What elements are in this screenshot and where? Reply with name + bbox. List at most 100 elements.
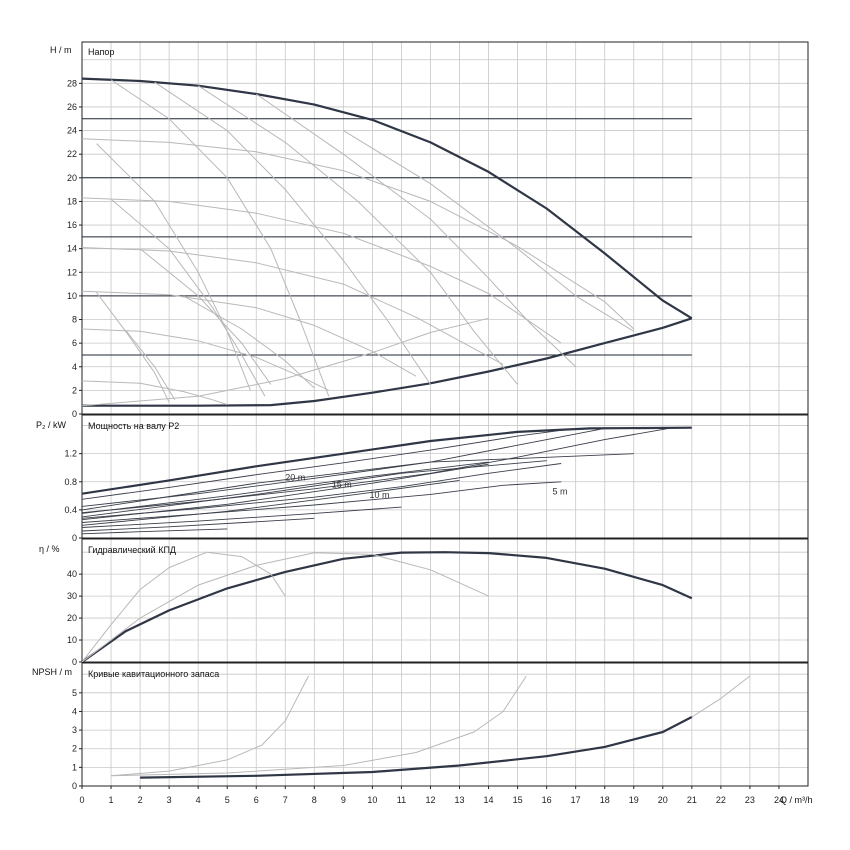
y-tick-label: 0 bbox=[72, 409, 77, 419]
series-group bbox=[82, 426, 692, 535]
x-tick-label: 3 bbox=[167, 795, 172, 805]
series-line-partial bbox=[110, 675, 309, 777]
x-tick-label: 16 bbox=[542, 795, 552, 805]
series-line-steep bbox=[154, 81, 431, 385]
x-tick-label: 20 bbox=[658, 795, 668, 805]
series-line-steep bbox=[110, 198, 266, 397]
series-line-curve bbox=[82, 427, 669, 514]
y-tick-label: 10 bbox=[67, 635, 77, 645]
x-tick-label: 24 bbox=[774, 795, 784, 805]
x-tick-label: 21 bbox=[687, 795, 697, 805]
efficiency-panel: Гидравлический КПД η / % 0 10 20 30 40 bbox=[39, 538, 809, 667]
curve-label: 10 m bbox=[369, 490, 389, 500]
series-line-partial bbox=[82, 328, 330, 391]
power-panel: Мощность на валу P2 P₂ / kW 0 0.4 0.8 1.2 20… bbox=[36, 414, 809, 543]
series-line-steep bbox=[139, 248, 272, 385]
power-panel-title: Мощность на валу P2 bbox=[88, 421, 179, 431]
series-line-curve bbox=[82, 427, 576, 500]
x-tick-label: 9 bbox=[341, 795, 346, 805]
curve-label: 5 m bbox=[552, 486, 567, 496]
series-line-max bbox=[82, 77, 693, 320]
series-line-steep bbox=[125, 329, 176, 401]
x-tick-label: 0 bbox=[79, 795, 84, 805]
series-line-curve bbox=[82, 463, 562, 519]
x-tick-label: 2 bbox=[138, 795, 143, 805]
x-tick-label: 5 bbox=[225, 795, 230, 805]
head-axis-label: H / m bbox=[50, 45, 72, 55]
y-tick-label: 12 bbox=[67, 267, 77, 277]
series-group bbox=[82, 551, 693, 662]
series-line-curve bbox=[82, 453, 634, 511]
y-tick-label: 20 bbox=[67, 173, 77, 183]
x-tick-label: 15 bbox=[513, 795, 523, 805]
panel-frame bbox=[81, 41, 809, 415]
x-tick-label: 4 bbox=[196, 795, 201, 805]
npsh-panel-title: Кривые кавитационного запаса bbox=[88, 669, 219, 679]
series-line-steep bbox=[183, 295, 315, 389]
series-line-partial bbox=[82, 138, 635, 330]
y-tick-label: 0.8 bbox=[64, 477, 77, 487]
panel-frame bbox=[81, 538, 809, 663]
y-tick-label: 0 bbox=[72, 533, 77, 543]
y-tick-label: 3 bbox=[72, 725, 77, 735]
grid bbox=[81, 42, 809, 415]
series-line-system bbox=[82, 317, 489, 407]
y-tick-label: 18 bbox=[67, 196, 77, 206]
series-line-curve bbox=[82, 463, 489, 521]
series-line-partial bbox=[82, 552, 489, 662]
x-tick-label: 8 bbox=[312, 795, 317, 805]
power-axis-label: P₂ / kW bbox=[36, 420, 66, 430]
y-tick-label: 30 bbox=[67, 591, 77, 601]
series-line-curve bbox=[82, 460, 547, 518]
y-tick-label: 10 bbox=[67, 291, 77, 301]
y-tick-label: 24 bbox=[67, 126, 77, 136]
series-line-curve bbox=[82, 461, 489, 514]
series-line-partial bbox=[82, 197, 562, 344]
y-tick-label: 40 bbox=[67, 569, 77, 579]
npsh-panel: Кривые кавитационного запаса NPSH / m 0 1… bbox=[32, 662, 809, 805]
series-line-partial bbox=[691, 675, 751, 718]
series-line-max bbox=[82, 551, 693, 662]
panel-frame bbox=[81, 662, 809, 787]
series-line-partial bbox=[110, 675, 527, 777]
series-line-steep bbox=[197, 85, 518, 385]
y-tick-label: 28 bbox=[67, 78, 77, 88]
x-tick-label: 6 bbox=[254, 795, 259, 805]
y-tick-label: 26 bbox=[67, 102, 77, 112]
x-axis-label: Q / m³/h bbox=[780, 795, 813, 805]
grid bbox=[81, 539, 809, 663]
y-tick-label: 2 bbox=[72, 385, 77, 395]
series-line-partial bbox=[82, 247, 504, 365]
series-line-curve bbox=[82, 506, 402, 528]
npsh-axis-label: NPSH / m bbox=[32, 667, 72, 677]
y-tick-label: 8 bbox=[72, 315, 77, 325]
grid bbox=[81, 663, 809, 787]
x-tick-label: 14 bbox=[484, 795, 494, 805]
x-tick-label: 17 bbox=[571, 795, 581, 805]
x-tick-label: 13 bbox=[455, 795, 465, 805]
series-line-max bbox=[82, 426, 692, 495]
series-line-partial bbox=[82, 380, 228, 406]
efficiency-axis-label: η / % bbox=[39, 544, 60, 554]
x-tick-label: 10 bbox=[367, 795, 377, 805]
series-line-steep bbox=[110, 79, 330, 397]
panel-frame bbox=[81, 414, 809, 539]
curve-label: 15 m bbox=[332, 479, 352, 489]
curve-label: 20 m bbox=[285, 472, 305, 482]
series-line-max bbox=[140, 716, 693, 779]
y-tick-label: 4 bbox=[72, 362, 77, 372]
y-tick-label: 4 bbox=[72, 706, 77, 716]
y-tick-label: 22 bbox=[67, 149, 77, 159]
y-tick-label: 1 bbox=[72, 762, 77, 772]
efficiency-panel-title: Гидравлический КПД bbox=[88, 545, 176, 555]
y-tick-label: 0 bbox=[72, 657, 77, 667]
series-line-steep bbox=[255, 93, 577, 368]
x-tick-label: 1 bbox=[109, 795, 114, 805]
series-line-curve bbox=[82, 528, 228, 535]
y-tick-label: 0 bbox=[72, 781, 77, 791]
series-line-min bbox=[82, 317, 693, 407]
y-tick-label: 20 bbox=[67, 613, 77, 623]
y-tick-label: 5 bbox=[72, 688, 77, 698]
